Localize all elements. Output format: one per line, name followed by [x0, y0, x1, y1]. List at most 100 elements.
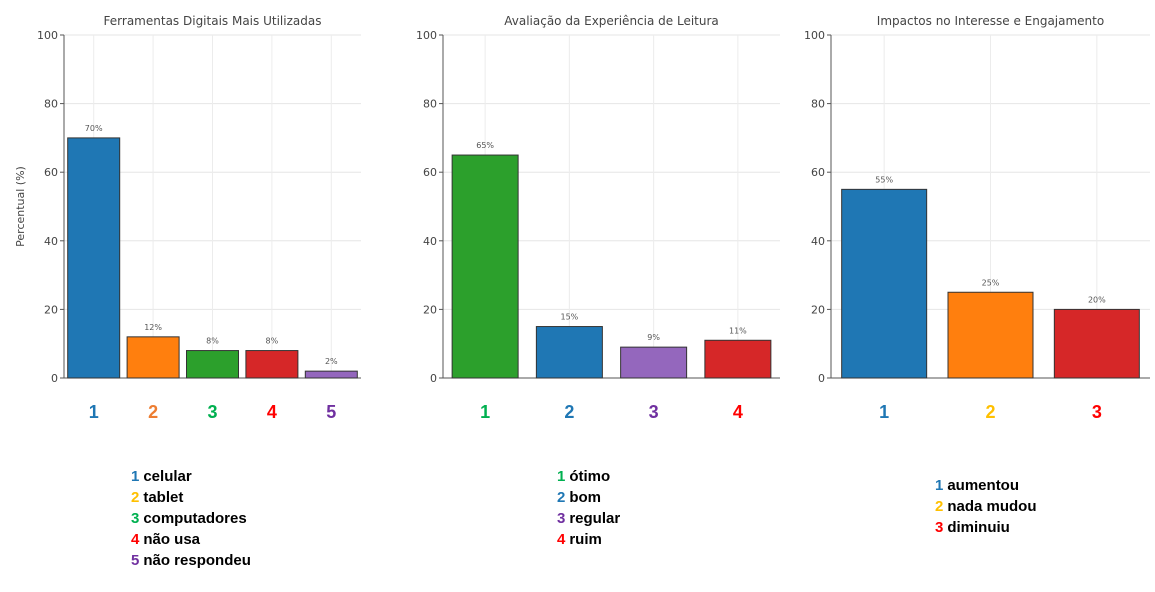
legend-chart-2: 1 ótimo 2 bom 3 regular 4 ruim	[557, 466, 620, 550]
bar-value-label: 65%	[476, 141, 494, 150]
legend-item: 1 celular	[131, 466, 251, 487]
chart-2: 0 20 40 60 80 100 Avaliação da Experiência de …	[416, 14, 780, 422]
legend-item: 2 tablet	[131, 487, 251, 508]
legend-item-label: diminuiu	[947, 519, 1010, 536]
y-tick-label: 60	[44, 166, 58, 179]
y-tick-label: 80	[44, 98, 58, 111]
bar-value-label: 70%	[85, 124, 103, 133]
y-tick-label: 0	[51, 372, 58, 385]
y-tick-label: 0	[818, 372, 825, 385]
bar-value-label: 9%	[647, 333, 660, 342]
legend-item-number: 2	[935, 498, 944, 515]
legend-item-label: ótimo	[569, 468, 611, 485]
x-category-label: 4	[733, 402, 743, 422]
legend-item-number: 2	[557, 489, 566, 506]
legend-item-number: 1	[935, 477, 944, 494]
chart-1: 0 20 40 60 80 100 Ferramentas Digitais Mais Ut…	[14, 14, 361, 422]
bar	[1053, 308, 1140, 379]
y-tick-label: 80	[423, 98, 437, 111]
legend-item: 2 bom	[557, 487, 620, 508]
bar-value-label: 11%	[729, 326, 747, 335]
legend-item-number: 5	[131, 552, 140, 569]
bar	[620, 346, 688, 379]
legend-chart-3: 1 aumentou 2 nada mudou 3 diminuiu	[935, 475, 1037, 538]
bar-value-label: 12%	[144, 323, 162, 332]
legend-item-label: tablet	[143, 489, 184, 506]
x-category-label: 1	[879, 402, 889, 422]
legend-item-label: nada mudou	[947, 498, 1037, 515]
legend-item-label: bom	[569, 489, 602, 506]
chart-title: Avaliação da Experiência de Leitura	[504, 14, 719, 28]
legend-item-label: não respondeu	[143, 552, 251, 569]
bar	[841, 188, 928, 379]
legend-item: 4 não usa	[131, 529, 251, 550]
x-category-label: 1	[89, 402, 99, 422]
legend-item: 2 nada mudou	[935, 496, 1037, 517]
x-category-label: 4	[267, 402, 277, 422]
x-category-label: 2	[148, 402, 158, 422]
y-tick-label: 80	[811, 98, 825, 111]
bar-value-label: 15%	[560, 313, 578, 322]
y-tick-label: 60	[423, 166, 437, 179]
y-tick-label: 40	[44, 235, 58, 248]
bar	[126, 336, 180, 379]
bar	[186, 350, 239, 379]
bar-value-label: 2%	[325, 357, 338, 366]
x-category-label: 3	[1092, 402, 1102, 422]
legend-item-label: celular	[143, 468, 192, 485]
legend-item: 5 não respondeu	[131, 550, 251, 571]
legend-item-label: aumentou	[947, 477, 1020, 494]
bar	[304, 370, 358, 379]
y-tick-label: 20	[423, 303, 437, 316]
bar	[67, 137, 121, 379]
legend-chart-1: 1 celular 2 tablet 3 computadores 4 não usa 5 não…	[131, 466, 251, 571]
bar	[947, 291, 1034, 379]
legend-item: 1 ótimo	[557, 466, 620, 487]
x-category-label: 3	[649, 402, 659, 422]
legend-item-number: 2	[131, 489, 140, 506]
bar	[535, 326, 603, 379]
legend-item-label: computadores	[143, 510, 247, 527]
y-tick-label: 20	[44, 303, 58, 316]
y-tick-label: 40	[811, 235, 825, 248]
legend-item-number: 1	[557, 468, 566, 485]
legend-item-number: 3	[557, 510, 566, 527]
bar-value-label: 20%	[1088, 295, 1106, 304]
chart-title: Ferramentas Digitais Mais Utilizadas	[104, 14, 322, 28]
x-category-label: 2	[985, 402, 995, 422]
x-category-label: 2	[564, 402, 574, 422]
y-tick-label: 100	[416, 29, 437, 42]
bar	[704, 339, 772, 379]
y-tick-label: 60	[811, 166, 825, 179]
legend-item: 3 regular	[557, 508, 620, 529]
legend-item: 1 aumentou	[935, 475, 1037, 496]
chart-title: Impactos no Interesse e Engajamento	[877, 14, 1104, 28]
y-tick-label: 20	[811, 303, 825, 316]
legend-item-number: 3	[131, 510, 140, 527]
legend-item-label: não usa	[143, 531, 201, 548]
bar-value-label: 8%	[206, 337, 219, 346]
x-category-label: 1	[480, 402, 490, 422]
bar-value-label: 25%	[982, 278, 1000, 287]
legend-item-label: ruim	[569, 531, 602, 548]
y-tick-label: 40	[423, 235, 437, 248]
legend-item-number: 1	[131, 468, 140, 485]
x-category-label: 5	[326, 402, 336, 422]
y-tick-label: 100	[804, 29, 825, 42]
y-tick-label: 100	[37, 29, 58, 42]
legend-item: 3 computadores	[131, 508, 251, 529]
legend-item-label: regular	[569, 510, 621, 527]
legend-item-number: 3	[935, 519, 944, 536]
bar-value-label: 8%	[266, 337, 279, 346]
legend-item-number: 4	[557, 531, 566, 548]
y-tick-label: 0	[430, 372, 437, 385]
bar-value-label: 55%	[875, 175, 893, 184]
chart-3: 0 20 40 60 80 100 Impactos no Interesse e Enga…	[804, 14, 1150, 422]
bar	[451, 154, 519, 379]
y-axis-label: Percentual (%)	[14, 166, 27, 247]
bar	[245, 350, 299, 379]
legend-item-number: 4	[131, 531, 140, 548]
x-category-label: 3	[207, 402, 217, 422]
legend-item: 3 diminuiu	[935, 517, 1037, 538]
